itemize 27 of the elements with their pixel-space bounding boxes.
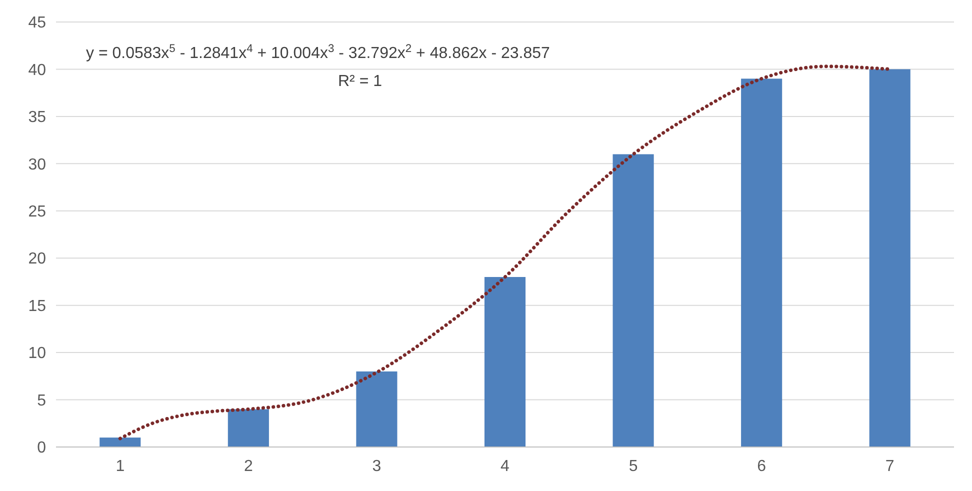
bar [869,69,910,447]
y-tick-label: 25 [28,203,46,220]
text: y = 0.0583x$^{5}$ - 1.2841x$^{4}$ + 10.004x$^{3}$ - 32.792x$^{2}$ + 48.862x - 23.857 [86,43,550,62]
x-tick-label: 7 [885,458,894,475]
y-tick-label: 40 [28,62,46,79]
x-tick-label: 4 [500,458,510,475]
bar [741,78,782,447]
bar [612,154,654,447]
x-tick-label: 3 [372,458,382,475]
y-tick-label: 20 [28,250,46,268]
x-tick-label: 2 [244,458,253,475]
y-tick-label: 30 [28,156,46,174]
x-tick-label: 1 [116,458,125,475]
y-tick-label: 15 [28,298,46,315]
y-tick-label: 35 [28,109,46,126]
y-tick-label: 5 [37,392,46,410]
x-tick-label: 5 [628,458,638,475]
y-tick-label: 45 [28,14,46,32]
y-tick-label: 0 [37,440,46,457]
y-tick-label: 10 [28,345,46,362]
bar [228,409,269,447]
bar [484,277,526,447]
x-tick-label: 6 [757,458,766,475]
line-series [118,64,892,440]
bar [100,438,141,447]
annotation: R² = 1 [338,73,382,90]
bar [356,371,398,447]
